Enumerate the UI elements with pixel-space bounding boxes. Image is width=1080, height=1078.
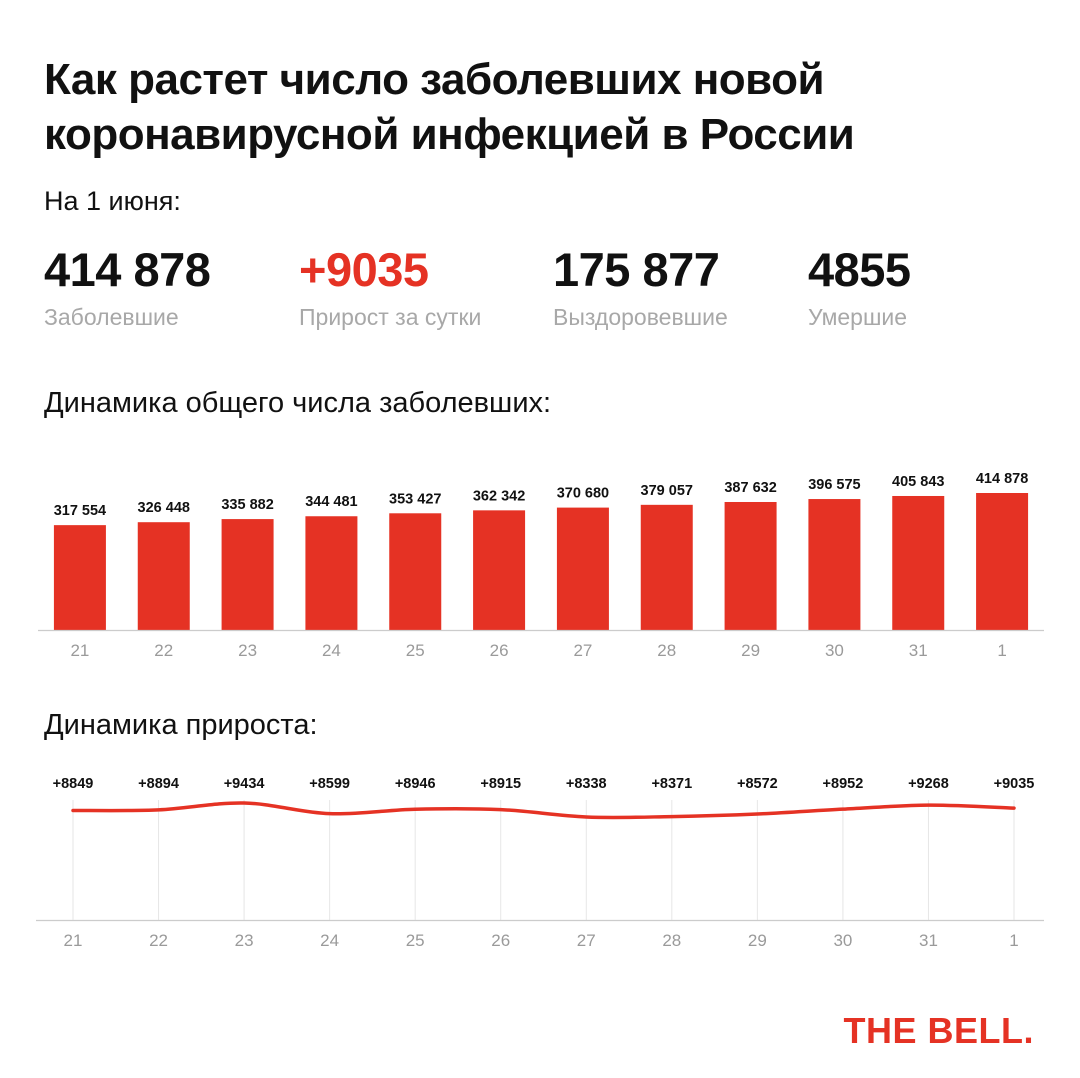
stat-cases-value: 414 878 [44, 243, 211, 296]
point-value-label: +8946 [395, 776, 436, 792]
point-value-label: +8599 [309, 776, 350, 792]
stat-recovered: 175 877 Выздоровевшие [553, 244, 728, 331]
point-value-label: +8915 [480, 776, 521, 792]
bar-value-label: 344 481 [305, 494, 357, 510]
total-cases-bar-chart: 317 554 21 326 448 22 335 882 23 344 481 24 353 … [38, 471, 1044, 660]
bar-value-label: 335 882 [221, 497, 273, 513]
bar [976, 493, 1029, 630]
stat-deaths-value: 4855 [808, 243, 911, 296]
bar-value-label: 326 448 [138, 500, 190, 516]
bar-value-label: 405 843 [892, 474, 944, 490]
point-value-label: +8849 [53, 776, 94, 792]
bar-value-label: 387 632 [724, 480, 776, 496]
x-tick-label: 26 [491, 931, 510, 950]
x-tick-label: 29 [748, 931, 767, 950]
x-tick-label: 22 [149, 931, 168, 950]
x-tick-label: 21 [64, 931, 83, 950]
bar [724, 501, 777, 630]
bar-value-label: 353 427 [389, 491, 441, 507]
line-chart-title: Динамика прироста: [44, 709, 318, 741]
x-tick-label: 25 [406, 931, 425, 950]
point-value-label: +8371 [651, 776, 692, 792]
point-value-label: +8894 [138, 776, 179, 792]
x-tick-label: 27 [577, 931, 596, 950]
x-tick-label: 26 [490, 641, 509, 660]
stat-recovered-label: Выздоровевшие [553, 304, 728, 330]
bar [473, 510, 526, 630]
stat-daily-increase-label: Прирост за сутки [299, 304, 482, 330]
bar-chart-title: Динамика общего числа заболевших: [44, 387, 552, 419]
stat-daily-increase-value: +9035 [299, 243, 429, 296]
point-value-label: +9268 [908, 776, 949, 792]
bar [53, 525, 106, 630]
point-value-label: +8952 [823, 776, 864, 792]
bar [640, 504, 693, 630]
the-bell-logo: THE BELL. [843, 1010, 1034, 1051]
x-tick-label: 1 [1009, 931, 1018, 950]
x-tick-label: 29 [741, 641, 760, 660]
series-line [71, 801, 1016, 820]
x-tick-label: 24 [320, 931, 339, 950]
x-tick-label: 27 [573, 641, 592, 660]
point-value-label: +8338 [566, 776, 607, 792]
x-tick-label: 21 [70, 641, 89, 660]
x-tick-label: 22 [154, 641, 173, 660]
stat-cases: 414 878 Заболевшие [44, 243, 211, 331]
stat-deaths-label: Умершие [808, 304, 908, 330]
date-label: На 1 июня: [44, 186, 181, 216]
x-tick-label: 1 [997, 641, 1006, 660]
x-tick-label: 31 [909, 641, 928, 660]
stat-recovered-value: 175 877 [553, 243, 720, 296]
x-tick-label: 28 [657, 641, 676, 660]
x-tick-label: 23 [235, 931, 254, 950]
bar-value-label: 370 680 [557, 486, 609, 502]
bar [137, 522, 190, 630]
bar [221, 519, 274, 630]
x-tick-label: 24 [322, 641, 341, 660]
bar [892, 495, 945, 630]
bar-value-label: 396 575 [808, 477, 860, 493]
bar [556, 507, 609, 630]
point-value-label: +9035 [994, 776, 1035, 792]
stat-daily-increase: +9035 Прирост за сутки [299, 244, 481, 331]
x-tick-label: 30 [833, 931, 852, 950]
bar [808, 499, 861, 630]
stat-cases-label: Заболевшие [44, 304, 179, 330]
stat-deaths: 4855 Умершие [808, 244, 911, 331]
bar-value-label: 317 554 [54, 503, 106, 519]
x-tick-label: 25 [406, 641, 425, 660]
bar [389, 513, 442, 630]
bar-value-label: 414 878 [976, 471, 1028, 487]
x-tick-label: 31 [919, 931, 938, 950]
daily-increase-line-chart: +8849 21 +8894 22 +9434 23 +8599 24 +8946 25 +8915… [36, 776, 1044, 950]
x-tick-label: 30 [825, 641, 844, 660]
x-tick-label: 23 [238, 641, 257, 660]
bar [305, 516, 358, 630]
point-value-label: +9434 [224, 776, 265, 792]
page-title: Как растет число заболевших новой корона… [44, 55, 855, 159]
point-value-label: +8572 [737, 776, 778, 792]
bar-value-label: 362 342 [473, 488, 525, 504]
bar-value-label: 379 057 [641, 483, 693, 499]
x-tick-label: 28 [662, 931, 681, 950]
